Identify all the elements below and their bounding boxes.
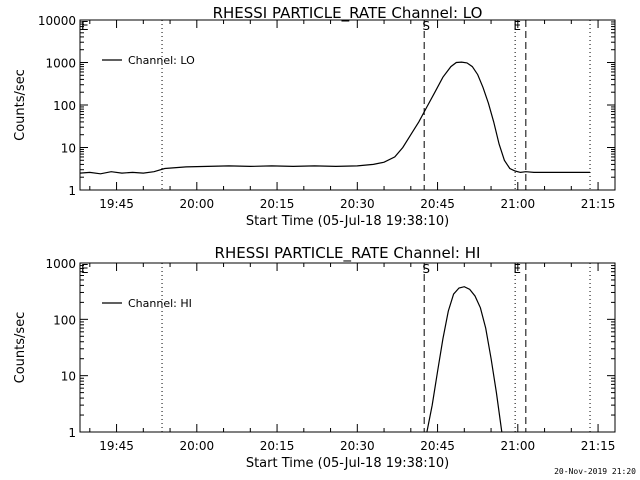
x-tick-label: 20:30 (340, 197, 375, 211)
legend-label: Channel: HI (128, 297, 192, 310)
event-marker-label: S (422, 19, 430, 33)
x-tick-label: 20:45 (420, 439, 455, 453)
y-tick-label: 10000 (38, 14, 76, 28)
y-tick-label: 10 (61, 142, 76, 156)
chart-title: RHESSI PARTICLE_RATE Channel: LO (213, 4, 483, 23)
x-axis-label: Start Time (05-Jul-18 19:38:10) (246, 456, 449, 471)
series-line (79, 61, 590, 175)
footer-timestamp: 20-Nov-2019 21:20 (554, 467, 636, 476)
x-tick-label: 21:00 (501, 197, 536, 211)
x-tick-label: 19:45 (99, 197, 134, 211)
x-tick-label: 20:15 (260, 197, 295, 211)
chart-panel-1: RHESSI PARTICLE_RATE Channel: LO Start Ti… (13, 4, 616, 229)
x-tick-label: 21:00 (501, 439, 536, 453)
x-tick-label: 20:15 (260, 439, 295, 453)
series-line (426, 286, 503, 433)
x-tick-label: 20:45 (420, 197, 455, 211)
legend-label: Channel: LO (128, 54, 195, 67)
y-axis-label: Counts/sec (13, 69, 28, 141)
x-axis-label: Start Time (05-Jul-18 19:38:10) (246, 214, 449, 229)
x-tick-label: 21:15 (581, 439, 616, 453)
x-tick-label: 19:45 (99, 439, 134, 453)
corner-marker-label: E (81, 19, 89, 33)
event-marker-label: E (513, 19, 521, 33)
y-tick-label: 1000 (45, 57, 76, 71)
x-tick-label: 20:00 (180, 197, 215, 211)
x-tick-label: 21:15 (581, 197, 616, 211)
y-tick-label: 100 (53, 99, 76, 113)
plot-frame (79, 19, 616, 191)
y-tick-label: 10 (61, 370, 76, 384)
x-tick-label: 20:00 (180, 439, 215, 453)
event-marker-label: E (513, 262, 521, 276)
event-marker-label: S (422, 262, 430, 276)
y-tick-label: 1 (68, 426, 76, 440)
x-tick-label: 20:30 (340, 439, 375, 453)
chart-title: RHESSI PARTICLE_RATE Channel: HI (215, 244, 481, 263)
chart-panel-2: RHESSI PARTICLE_RATE Channel: HI Start Ti… (13, 244, 616, 471)
corner-marker-label: E (81, 262, 89, 276)
y-tick-label: 1 (68, 184, 76, 198)
y-axis-label: Counts/sec (13, 312, 28, 384)
y-tick-label: 1000 (45, 257, 76, 271)
plot-frame (79, 262, 616, 433)
y-tick-label: 100 (53, 313, 76, 327)
